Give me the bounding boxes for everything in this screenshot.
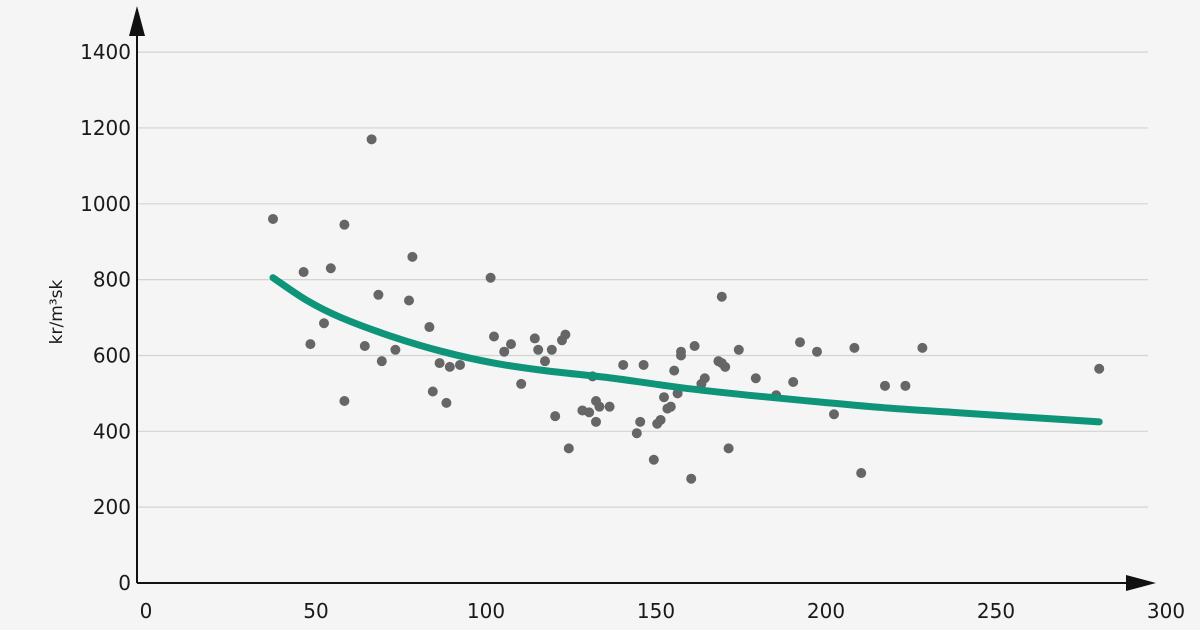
trend-line [269, 274, 1103, 426]
data-point [584, 407, 595, 418]
data-point [427, 386, 438, 397]
data-point [665, 401, 676, 412]
y-tick-label: 600 [93, 343, 131, 367]
points-layer [268, 134, 1105, 484]
data-point [516, 378, 527, 389]
data-point [441, 397, 452, 408]
data-point [298, 267, 309, 278]
data-point [655, 414, 666, 425]
data-point [856, 468, 867, 479]
data-point [560, 329, 571, 340]
data-point [635, 416, 646, 427]
data-point [268, 213, 278, 224]
data-point [404, 295, 414, 306]
data-point [339, 395, 350, 406]
data-point [689, 341, 700, 351]
data-point [829, 409, 839, 420]
data-point [359, 341, 370, 351]
data-point [563, 443, 574, 454]
line-layer [269, 274, 1103, 426]
data-point [900, 380, 911, 391]
data-point [390, 344, 401, 355]
data-point [305, 339, 316, 350]
data-point [339, 219, 350, 230]
data-point [373, 289, 384, 300]
data-point [686, 473, 697, 484]
data-point [716, 291, 727, 302]
data-point [699, 373, 710, 384]
grid-layer [137, 51, 1148, 508]
x-tick-label: 300 [1147, 599, 1185, 623]
data-point [376, 356, 387, 367]
data-point [720, 361, 731, 372]
x-axis-arrow-icon [1126, 575, 1156, 591]
data-point [319, 318, 329, 329]
data-point [591, 416, 601, 427]
y-tick-label: 1400 [80, 40, 131, 64]
data-point [750, 373, 761, 384]
data-point [455, 359, 465, 370]
data-point [434, 358, 445, 369]
data-point [444, 361, 455, 372]
y-tick-label: 200 [93, 495, 131, 519]
data-point [669, 365, 680, 376]
data-point [733, 344, 744, 355]
data-point [795, 337, 805, 348]
data-point [550, 411, 561, 422]
data-point [880, 380, 890, 391]
x-tick-label: 200 [807, 599, 845, 623]
data-point [648, 454, 659, 465]
data-point [424, 322, 435, 333]
data-point [533, 344, 544, 355]
y-tick-label: 1200 [80, 116, 131, 140]
data-point [325, 263, 336, 274]
data-point [676, 350, 686, 361]
data-point [659, 392, 669, 403]
y-axis-arrow-icon [129, 6, 145, 36]
data-point [529, 333, 540, 344]
ticks-layer: 0 200 400 600 800 1000 1200 1400 0 50 100 150 200 250… [80, 40, 1185, 623]
x-tick-label: 0 [140, 599, 153, 623]
data-point [638, 359, 649, 370]
axis-layer [129, 6, 1156, 591]
data-point [506, 339, 516, 350]
y-tick-label: 800 [93, 268, 131, 292]
x-tick-label: 100 [467, 599, 505, 623]
y-tick-label: 1000 [80, 192, 131, 216]
data-point [546, 344, 557, 355]
data-point [812, 346, 822, 357]
data-point [631, 428, 642, 439]
data-point [499, 346, 510, 357]
data-point [407, 251, 418, 262]
data-point [618, 359, 629, 370]
data-point [594, 401, 605, 412]
x-tick-label: 250 [977, 599, 1015, 623]
x-tick-label: 50 [303, 599, 328, 623]
data-point [604, 401, 615, 412]
data-point [1094, 363, 1105, 374]
data-point [849, 342, 860, 353]
data-point [540, 356, 550, 367]
data-point [917, 342, 928, 353]
y-tick-label: 400 [93, 419, 131, 443]
y-axis-title: kr/m³sk [47, 280, 67, 345]
data-point [723, 443, 734, 454]
data-point [489, 331, 499, 342]
y-tick-label: 0 [118, 571, 131, 595]
data-point [485, 272, 496, 283]
x-tick-label: 150 [637, 599, 675, 623]
data-point [788, 377, 799, 388]
data-point [366, 134, 377, 145]
